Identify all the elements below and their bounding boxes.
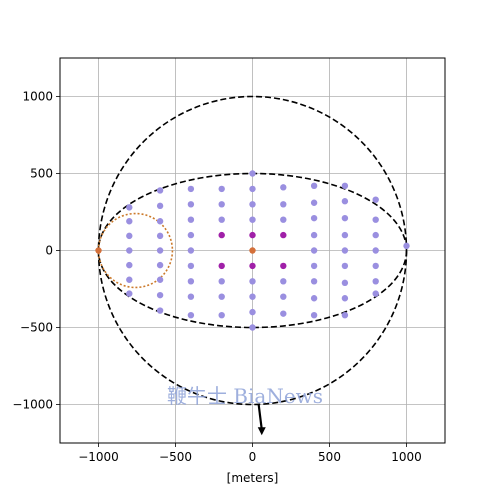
data-point — [310, 295, 318, 302]
arrow-head — [257, 427, 266, 436]
data-point — [280, 201, 287, 208]
data-point — [341, 279, 349, 287]
data-point — [341, 295, 349, 302]
data-point — [341, 214, 349, 222]
data-point — [126, 276, 133, 283]
data-point — [156, 247, 164, 254]
data-point — [372, 247, 379, 254]
data-points — [95, 170, 410, 331]
data-point — [249, 201, 256, 208]
data-point — [218, 262, 225, 270]
data-point — [218, 201, 225, 208]
data-point — [126, 204, 133, 211]
data-point — [280, 231, 287, 239]
data-point — [187, 247, 195, 254]
data-point — [218, 293, 225, 300]
data-point — [126, 290, 133, 297]
data-point — [156, 187, 164, 194]
data-point — [310, 262, 318, 270]
data-point — [218, 278, 225, 285]
data-point — [218, 185, 225, 193]
data-point — [156, 307, 164, 314]
data-point — [280, 184, 287, 191]
data-point — [372, 290, 379, 297]
arrow — [257, 404, 266, 436]
data-point — [126, 247, 133, 254]
x-axis-label: [meters] — [227, 471, 279, 485]
data-point — [187, 185, 195, 193]
data-point — [187, 201, 195, 208]
x-tick-label: 0 — [249, 450, 257, 464]
data-point — [156, 202, 164, 210]
data-point — [249, 308, 256, 316]
data-point — [280, 278, 287, 285]
x-tick-label: −500 — [159, 450, 192, 464]
data-point — [249, 231, 256, 239]
data-point — [187, 311, 195, 319]
data-point — [187, 293, 195, 300]
data-point — [372, 278, 379, 285]
data-point — [249, 247, 256, 254]
y-tick-label: 500 — [30, 167, 53, 181]
data-point — [310, 214, 318, 222]
data-point — [310, 278, 318, 285]
y-tick-label: −500 — [20, 321, 53, 335]
data-point — [310, 199, 318, 206]
data-point — [341, 198, 349, 205]
watermark: 鞭牛士 BiaNews — [167, 384, 323, 408]
data-point — [156, 291, 164, 299]
data-point — [187, 231, 195, 239]
data-point — [341, 247, 349, 254]
data-point — [126, 218, 133, 225]
data-point — [249, 170, 256, 177]
data-point — [280, 262, 287, 270]
data-point — [249, 216, 256, 223]
data-point — [280, 293, 287, 300]
x-tick-label: 500 — [318, 450, 341, 464]
data-point — [249, 262, 256, 270]
circle-curve — [97, 212, 174, 289]
data-point — [187, 278, 195, 285]
data-point — [341, 182, 349, 190]
data-point — [341, 231, 349, 239]
data-point — [126, 261, 133, 269]
data-point — [249, 293, 256, 300]
data-point — [403, 242, 410, 250]
data-point — [341, 262, 349, 270]
data-point — [310, 247, 318, 254]
ticks: −1000 −500 0 500 1000 −1000 −500 0 500 1000 — [12, 90, 421, 465]
data-point — [372, 231, 379, 239]
data-point — [126, 232, 133, 240]
arrow-shaft — [257, 404, 263, 430]
data-point — [280, 310, 287, 317]
y-tick-label: 1000 — [22, 90, 53, 104]
y-tick-label: −1000 — [12, 398, 53, 412]
data-point — [310, 311, 318, 319]
data-point — [372, 196, 379, 203]
data-point — [249, 278, 256, 285]
data-point — [280, 216, 287, 223]
data-point — [218, 216, 225, 223]
data-point — [156, 218, 164, 225]
data-point — [310, 182, 318, 190]
data-point — [310, 231, 318, 239]
data-point — [218, 311, 225, 319]
data-point — [218, 231, 225, 239]
data-point — [156, 232, 164, 240]
data-point — [156, 261, 164, 269]
x-tick-label: −1000 — [78, 450, 119, 464]
data-point — [249, 324, 256, 331]
data-point — [187, 216, 195, 223]
data-point — [95, 247, 102, 254]
data-point — [187, 262, 195, 270]
data-point — [372, 216, 379, 223]
x-tick-label: 1000 — [391, 450, 422, 464]
data-point — [372, 262, 379, 270]
data-point — [156, 276, 164, 283]
data-point — [249, 185, 256, 193]
y-tick-label: 0 — [45, 244, 53, 258]
data-point — [341, 311, 349, 319]
